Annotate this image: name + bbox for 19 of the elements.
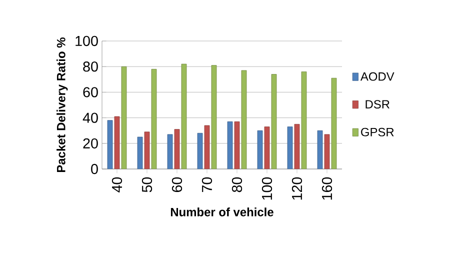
y-axis-title: Packet Delivery Ratio % (56, 38, 68, 172)
y-tick-label: 20 (83, 138, 98, 148)
x-tick-label: 100 (262, 177, 272, 200)
legend-label: DSR (366, 100, 390, 109)
x-tick-label: 70 (202, 177, 212, 192)
x-tick-label: 40 (112, 177, 122, 192)
y-tick-label: 100 (76, 36, 98, 46)
x-tick-label: 160 (322, 177, 332, 200)
x-tick-label: 50 (142, 177, 152, 192)
legend-label: AODV (360, 72, 394, 81)
y-tick-label: 80 (83, 62, 98, 72)
x-tick-label: 60 (172, 177, 182, 192)
legend-label: GPSR (361, 128, 394, 136)
y-tick-label: 40 (82, 112, 98, 123)
y-tick-label: 0 (91, 164, 98, 174)
x-axis-title: Number of vehicle (170, 208, 274, 216)
y-tick-label: 60 (83, 87, 98, 98)
x-tick-label: 80 (232, 177, 242, 192)
x-tick-label: 120 (292, 177, 302, 200)
